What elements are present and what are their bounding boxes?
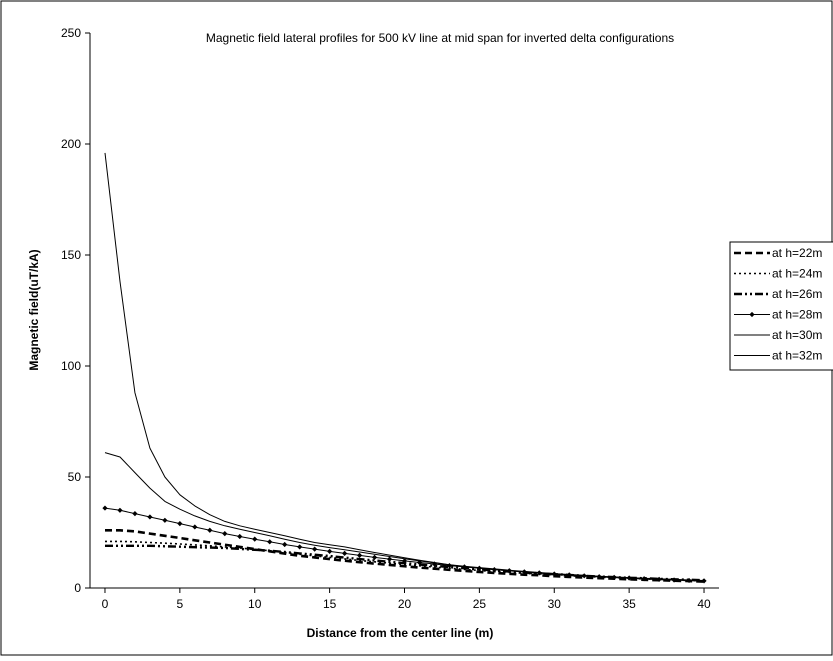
- legend-label: at h=22m: [772, 246, 822, 260]
- legend: at h=22m at h=24m at h=26m at h=28m at h=30m…: [729, 241, 833, 371]
- y-tick-label: 50: [68, 470, 82, 484]
- y-axis-label: Magnetic field(uT/kA): [27, 249, 41, 370]
- series-point: [701, 578, 707, 584]
- series-point: [327, 548, 333, 554]
- series-point: [267, 539, 273, 545]
- x-tick-label: 30: [548, 597, 562, 611]
- x-ticks: 0 5 10 15 20 25 30 35 40: [102, 588, 711, 611]
- x-tick-label: 0: [102, 597, 109, 611]
- series-point: [282, 541, 288, 548]
- series-point: [162, 517, 168, 523]
- series-point: [312, 546, 318, 552]
- series-point: [192, 524, 198, 530]
- x-tick-label: 20: [398, 597, 412, 611]
- series-point: [207, 527, 213, 533]
- x-axis-label: Distance from the center line (m): [307, 626, 494, 640]
- series-point: [386, 556, 393, 562]
- series-point: [356, 552, 363, 558]
- series-point: [237, 533, 243, 540]
- legend-marker: [749, 311, 755, 318]
- series-point: [117, 507, 123, 513]
- series-point: [341, 550, 348, 556]
- x-tick-label: 40: [697, 597, 711, 611]
- series-point: [371, 554, 378, 560]
- series-point: [147, 514, 153, 520]
- y-tick-label: 250: [61, 26, 81, 40]
- y-tick-label: 0: [74, 581, 81, 595]
- series-point: [252, 536, 258, 542]
- legend-label: at h=26m: [772, 287, 822, 301]
- legend-label: at h=30m: [772, 328, 822, 342]
- y-tick-label: 150: [61, 248, 81, 262]
- x-tick-label: 15: [323, 597, 337, 611]
- series-point: [222, 531, 228, 537]
- chart-title: Magnetic field lateral profiles for 500 …: [206, 31, 674, 45]
- series-line-5: [104, 152, 705, 581]
- x-tick-label: 5: [177, 597, 184, 611]
- x-tick-label: 35: [622, 597, 636, 611]
- y-tick-label: 100: [61, 359, 81, 373]
- x-tick-label: 10: [248, 597, 262, 611]
- series-line-6: [104, 452, 705, 582]
- y-tick-label: 200: [61, 137, 81, 151]
- legend-label: at h=28m: [772, 308, 822, 322]
- y-ticks: 0 50 100 150 200 250: [61, 26, 90, 595]
- legend-box: [729, 241, 833, 371]
- series-point: [401, 558, 408, 564]
- series-point: [297, 544, 303, 550]
- series-line-1: [105, 528, 705, 583]
- series-point: [102, 505, 108, 511]
- legend-label: at h=24m: [772, 267, 822, 281]
- series-group: [102, 152, 707, 584]
- series-point: [132, 511, 138, 517]
- legend-label: at h=32m: [772, 349, 822, 363]
- x-tick-label: 25: [473, 597, 487, 611]
- series-point: [177, 521, 183, 527]
